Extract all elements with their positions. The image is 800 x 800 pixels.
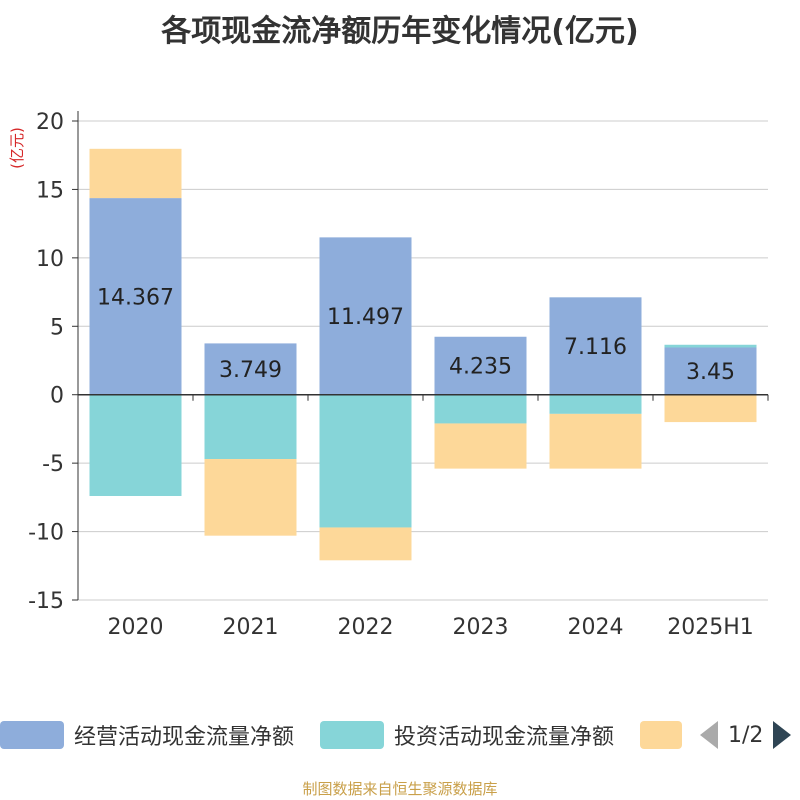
bar-2020-s0 — [89, 198, 182, 395]
bar-2023-s1 — [434, 394, 527, 424]
y-axis-label: (亿元) — [8, 127, 26, 169]
y-tick-label: -10 — [28, 521, 64, 546]
pager-text: 1/2 — [728, 722, 764, 748]
data-label: 14.367 — [97, 285, 174, 310]
bar-2025H1-s0 — [664, 347, 757, 395]
y-tick-label: 0 — [50, 384, 64, 409]
legend-label-operating: 经营活动现金流量净额 — [74, 725, 295, 750]
bar-2024-s2 — [549, 413, 642, 469]
x-tick-label: 2024 — [568, 615, 624, 640]
bar-2024-s0 — [549, 297, 642, 395]
data-label: 3.45 — [686, 360, 735, 385]
bar-2023-s2 — [434, 423, 527, 469]
legend-item-third[interactable] — [640, 718, 682, 752]
legend-item-operating[interactable]: 经营活动现金流量净额 — [0, 718, 294, 752]
bar-2021-s1 — [204, 394, 297, 460]
data-label: 7.116 — [564, 335, 627, 360]
source-note: 制图数据来自恒生聚源数据库 — [302, 780, 498, 798]
legend-swatch-investing — [320, 721, 384, 749]
bar-2025H1-s1 — [664, 344, 757, 348]
y-tick-label: 20 — [36, 110, 64, 135]
bar-2024-s1 — [549, 394, 642, 414]
y-tick-label: 15 — [36, 178, 64, 203]
data-label: 3.749 — [219, 358, 282, 383]
bar-2020-s2 — [89, 148, 182, 199]
y-tick-label: 5 — [50, 315, 64, 340]
legend-swatch-third — [640, 721, 682, 749]
legend-pager: 1/2 — [700, 718, 792, 752]
x-tick-label: 2025H1 — [667, 615, 754, 640]
y-tick-label: -15 — [28, 589, 64, 614]
chart-area: 20 15 10 5 0 -5 -10 -15 (亿元) 14.367 3.749 11.497 4.2… — [8, 110, 769, 640]
bar-2023-s0 — [434, 336, 527, 395]
bar-2021-s2 — [204, 459, 297, 536]
x-tick-label: 2023 — [453, 615, 509, 640]
bar-2022-s1 — [319, 394, 412, 528]
x-tick-label: 2021 — [223, 615, 279, 640]
data-label: 4.235 — [449, 355, 512, 380]
legend: 经营活动现金流量净额 投资活动现金流量净额 — [0, 718, 800, 752]
y-tick-label: 10 — [36, 247, 64, 272]
bar-2020-s1 — [89, 394, 182, 496]
legend-label-investing: 投资活动现金流量净额 — [394, 725, 615, 750]
legend-swatch-operating — [0, 721, 64, 749]
y-tick-label: -5 — [42, 452, 64, 477]
bar-2025H1-s2 — [664, 394, 757, 423]
data-label: 11.497 — [327, 305, 404, 330]
x-tick-label: 2020 — [108, 615, 164, 640]
bar-2021-s0 — [204, 343, 297, 395]
pager-prev-icon[interactable] — [700, 721, 718, 749]
bar-2022-s2 — [319, 527, 412, 561]
x-tick-label: 2022 — [338, 615, 394, 640]
pager-next-icon[interactable] — [773, 721, 792, 749]
bar-2022-s0 — [319, 237, 412, 395]
legend-item-investing[interactable]: 投资活动现金流量净额 — [320, 718, 614, 752]
chart-title: 各项现金流净额历年变化情况(亿元) — [161, 14, 639, 49]
